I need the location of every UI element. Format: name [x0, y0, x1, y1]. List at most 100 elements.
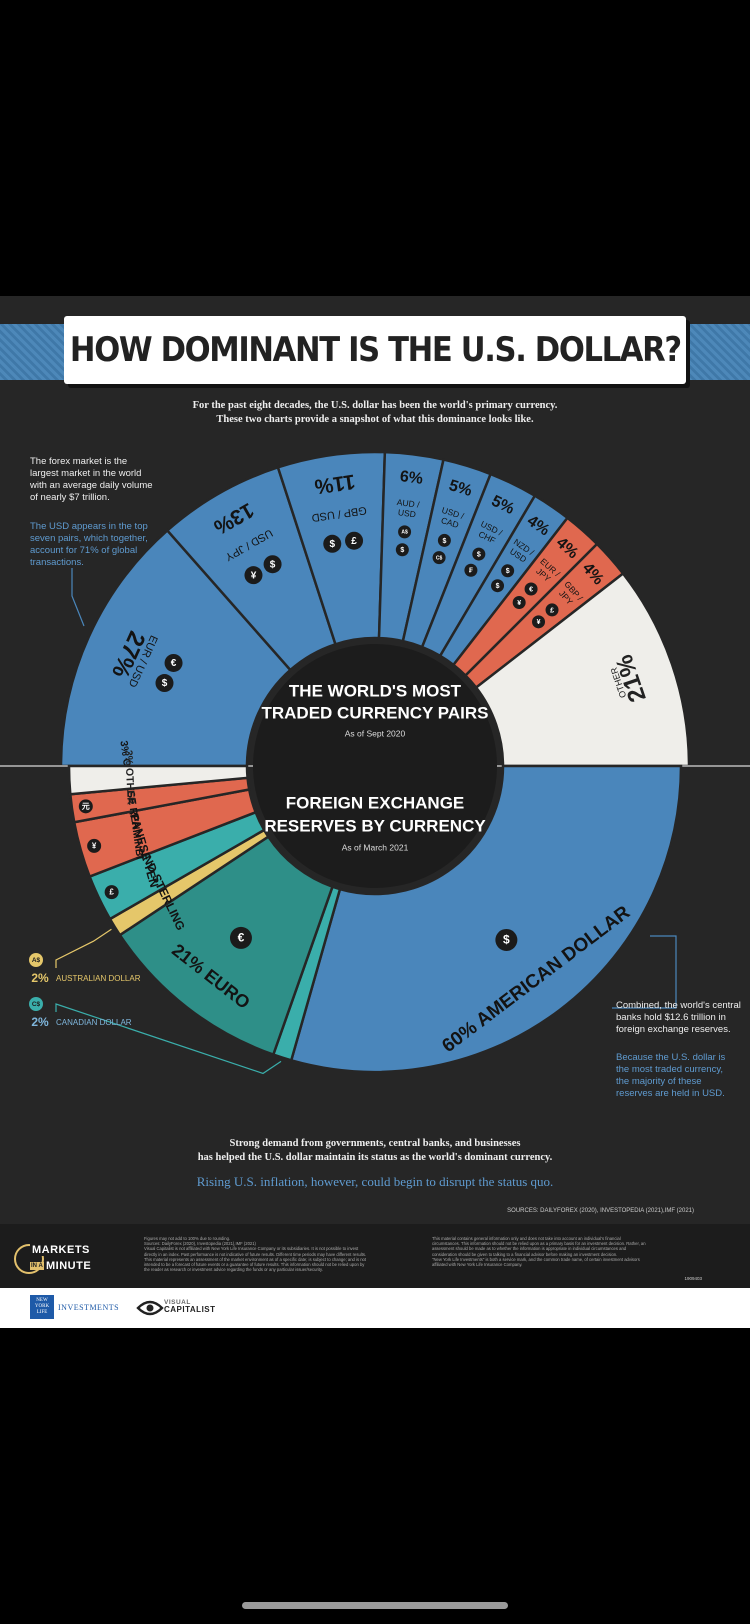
pair-aud-usd-symbol-1-icon-glyph: A$ — [401, 530, 408, 536]
pair-usd-cad-percent: 5% — [447, 477, 474, 500]
markets-in-a-minute-logo: MARKETS IN A MINUTE — [14, 1242, 104, 1278]
reserve-japanese-yen-symbol-icon-glyph: ¥ — [92, 842, 97, 851]
page-title: HOW DOMINANT IS THE U.S. DOLLAR? — [69, 330, 682, 370]
pair-gbp-usd-percent: 11% — [313, 470, 357, 499]
pair-nzd-usd-symbol-1-icon: $ — [501, 564, 515, 578]
pair-usd-cad-symbol-2-icon-glyph: C$ — [436, 555, 443, 561]
currency-charts: 27%EUR / USD €$13%USD / JPY$¥11%GBP / USD… — [0, 450, 750, 1075]
pair-usd-jpy-symbol-2-icon-glyph: ¥ — [251, 570, 257, 581]
pair-aud-usd-label-1: AUD / — [396, 497, 420, 510]
pair-nzd-usd-symbol-2-icon-glyph: $ — [496, 583, 500, 590]
footer: MARKETS IN A MINUTE Figures may not add … — [0, 1224, 750, 1288]
infographic: HOW DOMINANT IS THE U.S. DOLLAR? For the… — [0, 296, 750, 1328]
reserve-american-dollar-symbol-icon: $ — [495, 928, 518, 951]
aud-callout-label: AUSTRALIAN DOLLAR — [56, 974, 141, 983]
pair-eur-jpy-symbol-2-icon-glyph: ¥ — [517, 600, 521, 607]
closing-highlight: Rising U.S. inflation, however, could be… — [196, 1174, 554, 1189]
cad-callout-badge-icon: C$ — [29, 997, 43, 1011]
header-stripe-right — [680, 324, 750, 380]
aud-callout-badge-icon-glyph: A$ — [32, 957, 41, 964]
reserve-american-dollar-symbol-icon-glyph: $ — [503, 933, 510, 947]
header-stripe-left — [0, 324, 70, 380]
pair-gbp-jpy-symbol-2-icon: ¥ — [532, 615, 546, 629]
pair-usd-chf-symbol-2-icon: ₣ — [464, 563, 478, 577]
sources: SOURCES: DAILYFOREX (2020), INVESTOPEDIA… — [507, 1208, 694, 1214]
partner-logos: NEW YORK LIFE INVESTMENTS VISUAL CAPITAL… — [0, 1288, 750, 1328]
pair-aud-usd-symbol-2-icon: $ — [395, 543, 409, 557]
reserve-other-slice — [67, 764, 249, 796]
reserve-euro-slice — [118, 834, 335, 1057]
bottom-chart-title-2: RESERVES BY CURRENCY — [264, 816, 486, 835]
reserve-other-percent-label: 3% OTHER — [122, 750, 137, 806]
bottom-chart-date: As of March 2021 — [342, 842, 409, 852]
cad-callout-percent: 2% — [31, 1015, 49, 1029]
forex-usd-note: The USD appears in the top seven pairs, w… — [30, 521, 148, 568]
pair-usd-chf-symbol-1-icon: $ — [472, 547, 486, 561]
pair-usd-cad-symbol-2-icon: C$ — [432, 551, 446, 565]
pair-gbp-usd-symbol-1-icon-glyph: £ — [351, 536, 357, 547]
pair-eur-jpy-symbol-1-icon-glyph: € — [529, 586, 533, 593]
pair-aud-usd-percent: 6% — [399, 468, 424, 488]
pair-usd-cad-symbol-1-icon-glyph: $ — [442, 538, 446, 545]
reserve-american-dollar-slice — [289, 764, 683, 1074]
reserves-usd-note: Because the U.S. dollar is the most trade… — [616, 1052, 726, 1099]
closing-line-2: has helped the U.S. dollar maintain its … — [197, 1152, 553, 1163]
pair-usd-chf-symbol-2-icon-glyph: ₣ — [469, 568, 473, 575]
pair-usd-jpy-symbol-1-icon-glyph: $ — [270, 559, 276, 570]
visual-capitalist-logo-icon — [136, 1300, 164, 1316]
pair-eur-jpy-symbol-2-icon: ¥ — [512, 595, 526, 609]
pair-aud-usd-label-2: USD — [397, 507, 416, 519]
aud-callout-leader-line — [55, 928, 112, 968]
reserve-pound-sterling-symbol-icon-glyph: £ — [109, 888, 114, 897]
pair-other-slice — [474, 571, 691, 768]
footer-disclaimer-left: Figures may not add to 100% due to round… — [144, 1236, 367, 1273]
pair-aud-usd-symbol-2-icon-glyph: $ — [400, 547, 404, 554]
center-circle — [253, 644, 497, 888]
pair-gbp-usd-symbol-2-icon: $ — [323, 534, 342, 553]
top-chart-title-2: TRADED CURRENCY PAIRS — [261, 703, 488, 722]
forex-note: The forex market is the largest market in… — [30, 456, 153, 503]
pair-gbp-jpy-symbol-1-icon: £ — [545, 603, 559, 617]
pair-nzd-usd-symbol-1-icon-glyph: $ — [506, 568, 510, 575]
pair-gbp-jpy-symbol-1-icon-glyph: £ — [550, 607, 554, 614]
cad-callout-leader-line — [55, 1003, 282, 1075]
reserve-euro-symbol-icon: € — [229, 926, 252, 949]
top-chart-title-1: THE WORLD'S MOST — [289, 681, 462, 700]
cad-callout-badge-icon-glyph: C$ — [32, 1001, 41, 1008]
pair-usd-jpy-symbol-2-icon: ¥ — [244, 566, 263, 585]
reserve-japanese-yen-symbol-icon: ¥ — [87, 838, 102, 853]
pair-usd-jpy-symbol-1-icon: $ — [263, 555, 282, 574]
aud-callout-percent: 2% — [31, 971, 49, 985]
pair-usd-chf-symbol-1-icon-glyph: $ — [477, 551, 481, 558]
pair-eur-usd-symbol-1-icon: € — [164, 653, 183, 672]
top-chart-date: As of Sept 2020 — [345, 728, 406, 738]
title-box: HOW DOMINANT IS THE U.S. DOLLAR? — [64, 316, 686, 384]
logo-circle-icon — [14, 1244, 44, 1274]
visual-capitalist-wordmark: VISUAL CAPITALIST — [164, 1299, 216, 1314]
bottom-chart-title-1: FOREIGN EXCHANGE — [286, 793, 465, 812]
intro-line-2: These two charts provide a snapshot of w… — [216, 414, 534, 425]
pair-eur-usd-symbol-2-icon: $ — [155, 674, 174, 693]
cad-callout-label: CANADIAN DOLLAR — [56, 1018, 132, 1027]
pair-eur-usd-symbol-2-icon-glyph: $ — [162, 678, 168, 689]
investments-label: INVESTMENTS — [58, 1303, 120, 1312]
pair-gbp-jpy-symbol-2-icon-glyph: ¥ — [537, 619, 541, 626]
pair-eur-usd-symbol-1-icon-glyph: € — [171, 658, 177, 669]
pair-gbp-usd-symbol-2-icon-glyph: $ — [329, 539, 335, 550]
pair-aud-usd-symbol-1-icon: A$ — [398, 525, 412, 539]
pair-eur-usd-slice — [59, 528, 293, 768]
closing-line-1: Strong demand from governments, central … — [229, 1138, 521, 1149]
reserve-chinese-renminbi-symbol-icon-glyph: 元 — [82, 802, 90, 811]
footer-disclaimer-right: This material contains general informati… — [432, 1236, 646, 1268]
nyl-logo: NEW YORK LIFE — [30, 1295, 54, 1319]
reserve-pound-sterling-symbol-icon: £ — [104, 885, 119, 900]
intro-line-1: For the past eight decades, the U.S. dol… — [192, 400, 558, 411]
reserves-note: Combined, the world's central banks hold … — [616, 1000, 741, 1035]
forex-leader-line — [71, 568, 85, 627]
pair-gbp-usd-symbol-1-icon: £ — [345, 531, 364, 550]
footer-code: 1909403 — [684, 1276, 702, 1281]
reserve-euro-symbol-icon-glyph: € — [238, 931, 245, 945]
pair-usd-cad-symbol-1-icon: $ — [437, 533, 451, 547]
reserve-chinese-renminbi-symbol-icon: 元 — [78, 799, 93, 814]
pair-eur-jpy-symbol-1-icon: € — [524, 582, 538, 596]
